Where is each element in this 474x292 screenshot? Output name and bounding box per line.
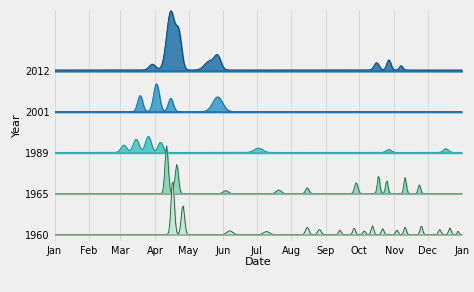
X-axis label: Date: Date [245, 257, 272, 267]
Y-axis label: Year: Year [12, 114, 22, 137]
